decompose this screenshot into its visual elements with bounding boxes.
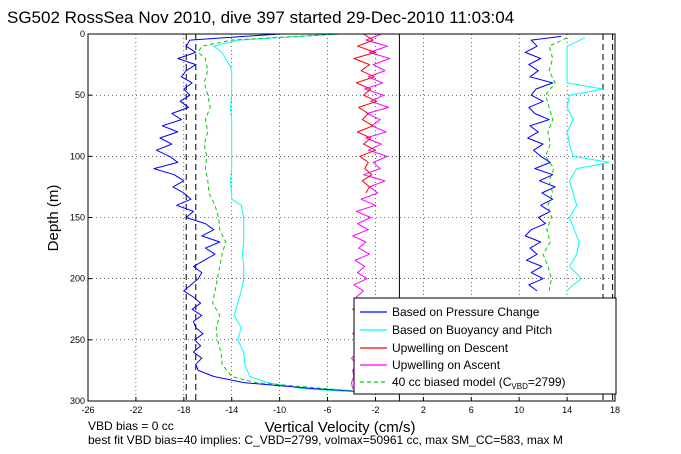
x-tick-label: 2 xyxy=(421,405,426,415)
legend-label-ascent: Upwelling on Ascent xyxy=(392,358,501,372)
legend-label-pressure: Based on Pressure Change xyxy=(392,305,540,319)
y-tick-label: 300 xyxy=(70,396,85,406)
y-tick-label: 0 xyxy=(80,29,85,39)
vbd-bias-note: VBD bias = 0 cc xyxy=(88,419,174,433)
legend-label-descent: Upwelling on Descent xyxy=(392,341,509,355)
buoyancy-ascent-line xyxy=(566,37,610,292)
legend-label-model: 40 cc biased model (CVBD=2799) xyxy=(392,375,566,391)
pressure-ascent-line xyxy=(524,35,562,292)
x-tick-label: -2 xyxy=(371,405,379,415)
y-tick-label: 200 xyxy=(70,274,85,284)
x-tick-label: 14 xyxy=(562,405,572,415)
y-tick-label: 250 xyxy=(70,335,85,345)
y-axis-ticks: 0 50 100 150 200 250 300 xyxy=(70,29,92,406)
x-tick-label: 10 xyxy=(514,405,524,415)
y-tick-label: 100 xyxy=(70,151,85,161)
x-tick-label: -6 xyxy=(324,405,332,415)
x-axis-ticks: -26 -22 -18 -14 -10 -6 -2 2 6 10 14 18 xyxy=(81,397,620,415)
x-tick-label: -18 xyxy=(177,405,190,415)
x-tick-label: -14 xyxy=(225,405,238,415)
legend-label-model-main: 40 cc biased model (C xyxy=(392,375,512,389)
upwelling-descent-line xyxy=(353,33,378,194)
legend-label-model-sub: VBD xyxy=(511,382,528,391)
x-tick-label: 6 xyxy=(469,405,474,415)
x-tick-label: -22 xyxy=(129,405,142,415)
y-tick-label: 50 xyxy=(75,90,85,100)
x-tick-label: -26 xyxy=(81,405,94,415)
legend: Based on Pressure Change Based on Buoyan… xyxy=(353,297,617,395)
buoyancy-descent-line xyxy=(213,33,364,393)
x-tick-label: -10 xyxy=(273,405,286,415)
x-axis-label: Vertical Velocity (cm/s) xyxy=(265,419,416,436)
pressure-descent-line xyxy=(153,33,376,393)
y-tick-label: 150 xyxy=(70,213,85,223)
legend-label-model-suffix: =2799) xyxy=(528,375,566,389)
model-descent-line xyxy=(197,33,376,393)
best-fit-note: best fit VBD bias=40 implies: C_VBD=2799… xyxy=(88,433,563,447)
x-tick-label: 18 xyxy=(610,405,620,415)
model-ascent-line xyxy=(542,37,568,291)
y-axis-label: Depth (m) xyxy=(45,185,62,252)
legend-label-buoyancy: Based on Buoyancy and Pitch xyxy=(392,323,552,337)
legend-box xyxy=(353,297,617,395)
chart-title: SG502 RossSea Nov 2010, dive 397 started… xyxy=(7,8,514,27)
